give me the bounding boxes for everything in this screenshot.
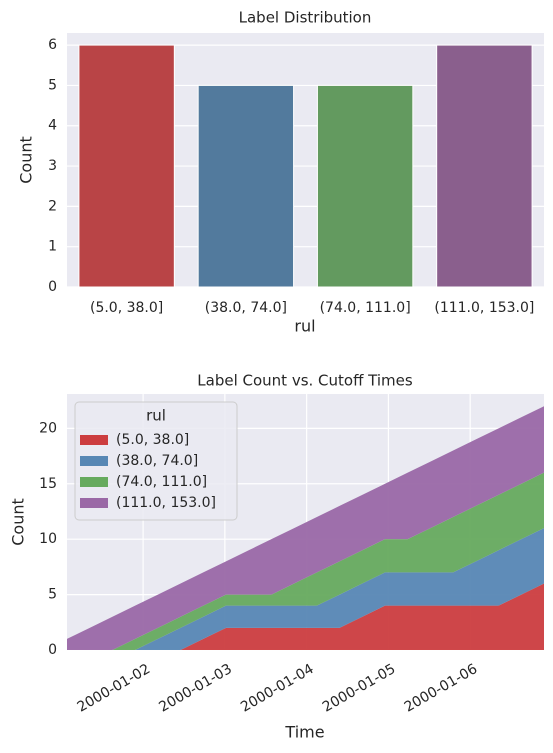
y-tick-label: 5 [48,587,57,603]
y-tick-label: 15 [39,476,57,492]
legend-label: (111.0, 153.0] [116,495,216,511]
y-tick-label: 3 [48,158,57,174]
x-tick-label: 2000-01-02 [75,661,153,716]
chart-title: Label Distribution [239,9,372,27]
y-tick-label: 2 [48,198,57,214]
area [67,472,544,650]
y-tick-label: 5 [48,77,57,93]
y-tick-label: 20 [39,420,57,436]
x-tick-label: (111.0, 153.0] [434,300,534,316]
x-axis-label: rul [294,317,315,336]
legend-swatch [80,498,108,508]
y-tick-label: 10 [39,531,57,547]
x-tick-label: (74.0, 111.0] [320,300,411,316]
bar [436,44,533,288]
legend-label: (74.0, 111.0] [116,474,207,490]
area [67,406,544,650]
x-tick-label: 2000-01-05 [320,661,398,716]
legend-box [74,401,238,521]
legend-label: (38.0, 74.0] [116,453,198,469]
y-tick-label: 4 [48,118,57,134]
x-tick-label: 2000-01-03 [156,661,234,716]
y-axis-label: Count [17,136,36,184]
y-tick-label: 0 [48,279,57,295]
legend-swatch [80,456,108,466]
x-tick-label: 2000-01-06 [402,661,481,716]
legend-title: rul [146,407,166,425]
legend-swatch [80,435,108,445]
area [67,583,544,650]
x-axis-label: Time [284,723,324,742]
y-tick-label: 0 [48,642,57,658]
bar [197,84,295,288]
y-axis-label: Count [9,498,28,546]
x-tick-label: 2000-01-04 [238,661,317,716]
x-tick-label: (5.0, 38.0] [90,300,163,316]
bar [78,44,175,288]
x-tick-label: (38.0, 74.0] [205,300,287,316]
legend-swatch [80,477,108,487]
area [67,528,544,650]
chart-title: Label Count vs. Cutoff Times [197,372,413,390]
legend-label: (5.0, 38.0] [116,432,189,448]
y-tick-label: 6 [48,37,57,53]
y-tick-label: 1 [48,239,57,255]
bar [316,84,414,288]
